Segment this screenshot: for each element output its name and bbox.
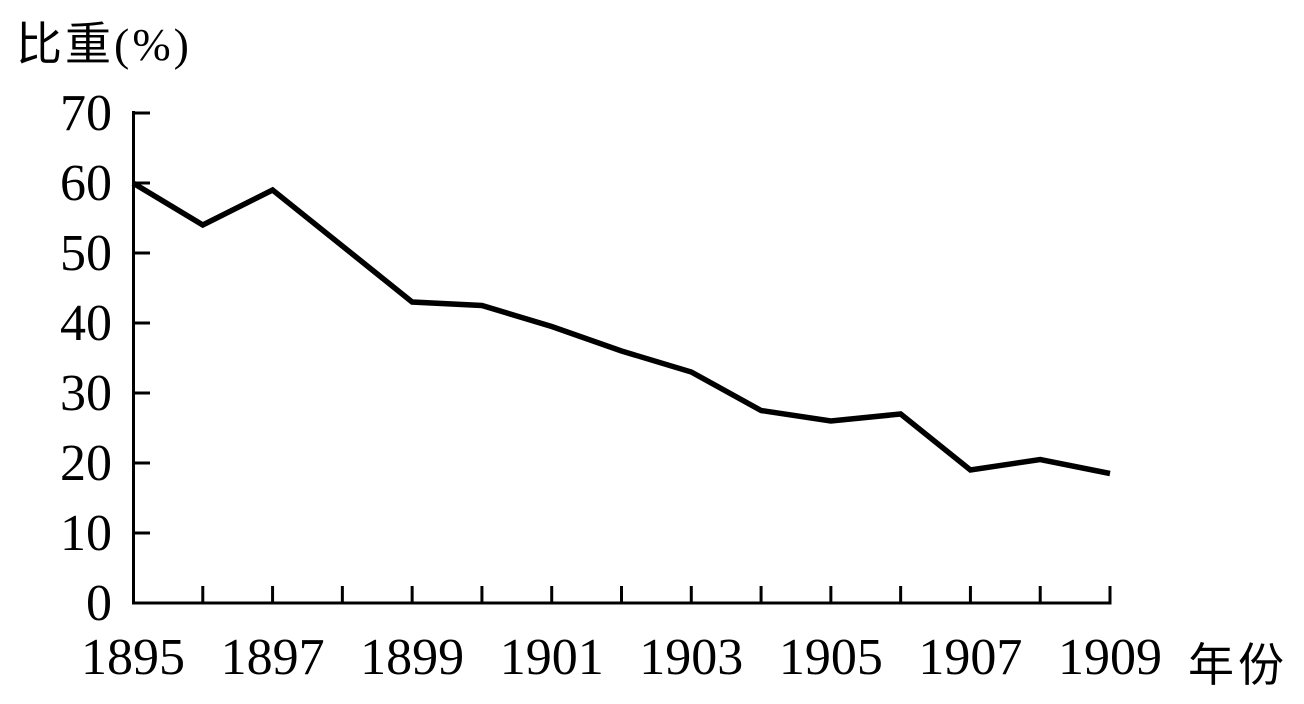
y-tick-label: 50: [60, 225, 112, 282]
y-tick-label: 40: [60, 295, 112, 352]
y-tick-label: 60: [60, 155, 112, 212]
x-tick-label: 1909: [1058, 629, 1162, 686]
x-tick-label: 1907: [918, 629, 1022, 686]
x-tick-label: 1897: [221, 629, 325, 686]
y-tick-label: 10: [60, 505, 112, 562]
x-tick-label: 1905: [779, 629, 883, 686]
y-tick-label: 30: [60, 365, 112, 422]
y-tick-label: 70: [60, 85, 112, 142]
y-tick-label: 0: [86, 575, 112, 632]
x-tick-label: 1901: [500, 629, 604, 686]
x-tick-label: 1895: [81, 629, 185, 686]
data-line-series: [131, 180, 1111, 477]
x-tick-label: 1903: [639, 629, 743, 686]
y-axis-title: 比重(%): [16, 19, 192, 70]
x-tick-label: 1899: [360, 629, 464, 686]
x-axis-title: 年份: [1188, 640, 1288, 691]
y-tick-label: 20: [60, 435, 112, 492]
